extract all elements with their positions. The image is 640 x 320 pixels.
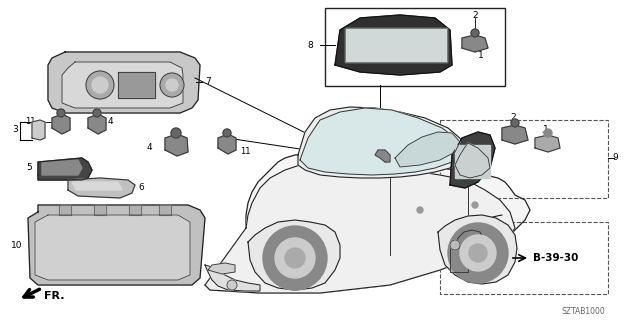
Polygon shape [62, 62, 183, 108]
Circle shape [472, 202, 478, 208]
Circle shape [166, 79, 178, 91]
Polygon shape [94, 205, 106, 215]
Text: 11: 11 [240, 148, 250, 156]
Circle shape [450, 240, 460, 250]
Text: 10: 10 [10, 241, 22, 250]
Circle shape [263, 226, 327, 290]
Circle shape [86, 71, 114, 99]
Polygon shape [205, 153, 530, 293]
Circle shape [448, 223, 508, 283]
Polygon shape [455, 145, 490, 178]
Polygon shape [375, 150, 390, 162]
Polygon shape [88, 114, 106, 134]
Polygon shape [32, 120, 45, 140]
Polygon shape [300, 108, 462, 175]
Text: SZTAB1000: SZTAB1000 [562, 308, 605, 316]
Polygon shape [118, 72, 155, 98]
Text: 4: 4 [108, 117, 114, 126]
Text: 9: 9 [612, 154, 618, 163]
Polygon shape [42, 160, 82, 175]
Polygon shape [345, 28, 447, 62]
Polygon shape [38, 158, 92, 180]
Polygon shape [462, 35, 488, 52]
Polygon shape [455, 143, 490, 178]
Polygon shape [72, 182, 122, 190]
Text: 2: 2 [472, 11, 477, 20]
Polygon shape [205, 265, 260, 291]
Circle shape [417, 207, 423, 213]
Polygon shape [450, 248, 468, 272]
Polygon shape [35, 215, 190, 280]
Polygon shape [502, 125, 528, 144]
Polygon shape [456, 230, 484, 248]
Text: FR.: FR. [44, 291, 65, 301]
Circle shape [160, 73, 184, 97]
Text: B-39-30: B-39-30 [533, 253, 579, 263]
Bar [325, 8, 505, 86]
Circle shape [223, 129, 231, 137]
Circle shape [460, 235, 496, 271]
Polygon shape [298, 107, 470, 178]
Text: 3: 3 [12, 125, 18, 134]
Polygon shape [438, 215, 517, 284]
Circle shape [227, 280, 237, 290]
Text: 1: 1 [543, 125, 548, 134]
Polygon shape [28, 205, 205, 285]
Circle shape [57, 109, 65, 117]
Circle shape [92, 77, 108, 93]
Text: 1: 1 [478, 51, 484, 60]
Polygon shape [335, 15, 452, 75]
Circle shape [285, 248, 305, 268]
Circle shape [471, 29, 479, 37]
Polygon shape [218, 134, 236, 154]
Text: 4: 4 [147, 143, 152, 153]
Bar [440, 222, 608, 294]
Circle shape [469, 244, 487, 262]
Text: 8: 8 [307, 41, 313, 50]
Circle shape [511, 119, 519, 127]
Polygon shape [450, 132, 495, 188]
Polygon shape [208, 263, 235, 274]
Text: 2: 2 [510, 114, 516, 123]
Polygon shape [52, 114, 70, 134]
Text: 11: 11 [26, 117, 36, 126]
Polygon shape [59, 205, 71, 215]
Polygon shape [395, 132, 460, 167]
Text: 6: 6 [138, 183, 144, 193]
Polygon shape [535, 135, 560, 152]
Bar [440, 120, 608, 198]
Circle shape [93, 109, 101, 117]
Polygon shape [48, 52, 200, 113]
Polygon shape [68, 178, 135, 198]
Polygon shape [205, 162, 515, 293]
Polygon shape [129, 205, 141, 215]
Polygon shape [248, 220, 340, 290]
Polygon shape [165, 134, 188, 156]
Text: 7: 7 [205, 77, 211, 86]
Polygon shape [159, 205, 171, 215]
Text: 5: 5 [26, 164, 32, 172]
Circle shape [275, 238, 315, 278]
Circle shape [544, 129, 552, 137]
Circle shape [171, 128, 181, 138]
